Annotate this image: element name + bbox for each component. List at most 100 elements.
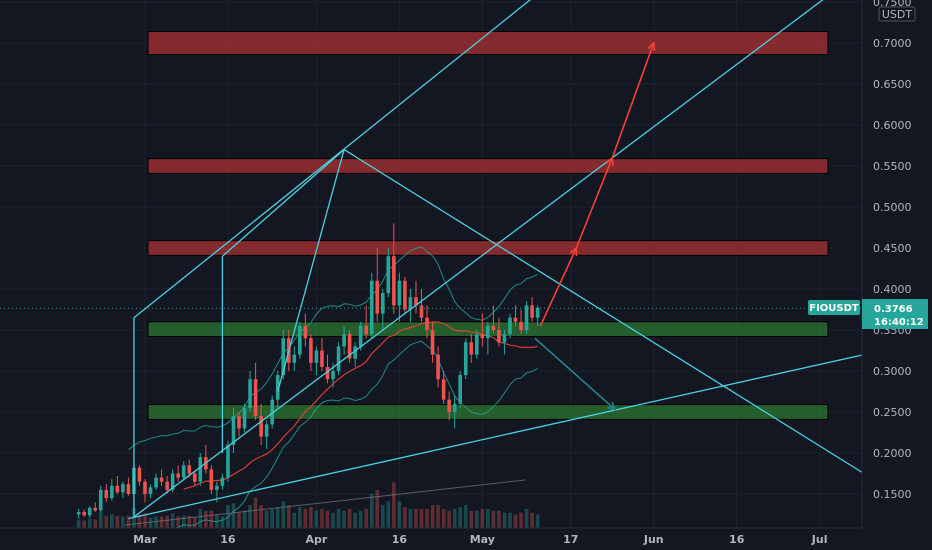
candle bbox=[115, 485, 120, 493]
candle bbox=[126, 484, 131, 494]
moving-average-line bbox=[183, 321, 538, 490]
volume-bar bbox=[364, 508, 368, 528]
volume-bar bbox=[497, 510, 501, 528]
time-tick: Apr bbox=[306, 533, 328, 546]
volume-bar bbox=[458, 506, 463, 528]
candle bbox=[403, 280, 407, 310]
volume-bar bbox=[98, 511, 103, 528]
candle bbox=[508, 317, 512, 335]
candle bbox=[176, 473, 180, 478]
candle bbox=[192, 473, 197, 482]
candle bbox=[298, 325, 302, 355]
price-tick: 0.5000 bbox=[873, 201, 912, 214]
volume-bar bbox=[110, 514, 114, 528]
wedge-upper-line bbox=[221, 149, 345, 257]
volume-bar bbox=[87, 518, 92, 528]
candle bbox=[143, 481, 147, 494]
volume-bar bbox=[303, 508, 308, 528]
time-tick: 16 bbox=[729, 533, 745, 546]
volume-bar bbox=[137, 514, 142, 528]
countdown: 16:40:12 bbox=[874, 317, 924, 328]
volume-bar bbox=[502, 512, 507, 528]
candle bbox=[98, 489, 103, 511]
volume-bar bbox=[237, 512, 241, 528]
candle bbox=[270, 399, 274, 425]
candle bbox=[154, 477, 158, 488]
candle bbox=[248, 379, 252, 408]
candle bbox=[281, 338, 286, 376]
volume-bar bbox=[380, 505, 385, 528]
candle bbox=[347, 334, 352, 359]
candle bbox=[530, 305, 534, 318]
volume-bar bbox=[491, 510, 496, 528]
time-tick: May bbox=[470, 533, 495, 546]
candle bbox=[292, 354, 297, 363]
volume-bar bbox=[253, 497, 258, 528]
price-tick: 0.6000 bbox=[873, 119, 912, 132]
volume-bar bbox=[242, 510, 247, 528]
volume-bar bbox=[264, 510, 269, 528]
projection-arrows bbox=[534, 41, 656, 411]
candle bbox=[198, 457, 203, 482]
volume-bar bbox=[165, 515, 169, 528]
candle bbox=[436, 354, 440, 380]
candle bbox=[342, 334, 346, 347]
bullish-projection-arrow bbox=[575, 157, 614, 249]
time-tick: Jun bbox=[643, 533, 664, 546]
bearish-projection-arrow bbox=[534, 337, 616, 411]
volume-bar bbox=[298, 506, 302, 528]
volume-bar bbox=[336, 508, 341, 528]
volume-bar bbox=[281, 501, 286, 528]
candle bbox=[93, 507, 98, 511]
time-tick: 17 bbox=[563, 533, 578, 546]
candle bbox=[226, 444, 230, 478]
candle bbox=[110, 485, 114, 499]
volume-bar bbox=[524, 508, 529, 528]
candle bbox=[215, 485, 219, 490]
channel-lower-line bbox=[133, 0, 824, 518]
candle bbox=[375, 280, 380, 314]
volume-bar bbox=[76, 519, 81, 528]
volume-bar bbox=[187, 515, 192, 528]
volume-bar bbox=[436, 505, 440, 528]
candle bbox=[303, 325, 308, 339]
price-tick: 0.6500 bbox=[873, 78, 912, 91]
candle bbox=[314, 350, 319, 363]
candle bbox=[325, 366, 330, 380]
time-tick: Jul bbox=[811, 533, 828, 546]
candle bbox=[475, 334, 479, 355]
volume-bar bbox=[430, 505, 435, 528]
volume-bar bbox=[441, 508, 446, 528]
resistance-zone bbox=[147, 31, 829, 55]
candle bbox=[408, 297, 413, 310]
candle bbox=[463, 342, 468, 376]
ascending-support-line bbox=[128, 353, 865, 520]
volume-bar bbox=[292, 512, 297, 528]
price-tick: 0.7500 bbox=[873, 0, 912, 9]
price-axis[interactable] bbox=[862, 0, 932, 528]
volume-bar bbox=[248, 505, 252, 528]
volume-bar bbox=[209, 510, 214, 528]
lower-band-line bbox=[128, 340, 538, 545]
price-tick: 0.4500 bbox=[873, 242, 912, 255]
volume-bar bbox=[148, 517, 153, 528]
candle bbox=[458, 375, 463, 404]
candle bbox=[513, 317, 518, 322]
volume-bar bbox=[275, 506, 280, 528]
volume-bar bbox=[192, 517, 197, 528]
candle bbox=[264, 424, 269, 437]
candle bbox=[386, 256, 391, 294]
volume-bar bbox=[220, 516, 225, 528]
volume-bar bbox=[126, 515, 131, 528]
currency-badge[interactable]: USDT bbox=[878, 6, 916, 22]
time-axis[interactable] bbox=[0, 528, 932, 550]
upper-band-line bbox=[128, 246, 538, 451]
volume-bar bbox=[231, 503, 236, 528]
candle bbox=[441, 379, 446, 400]
time-axis-ticks: Mar 16 Apr 16 May 17 Jun 16 Jul bbox=[133, 533, 827, 546]
volume-bar bbox=[325, 510, 330, 528]
bullish-projection-arrow-head bbox=[647, 41, 656, 52]
channel-upper-line bbox=[133, 0, 531, 319]
volume-bar bbox=[132, 508, 136, 528]
